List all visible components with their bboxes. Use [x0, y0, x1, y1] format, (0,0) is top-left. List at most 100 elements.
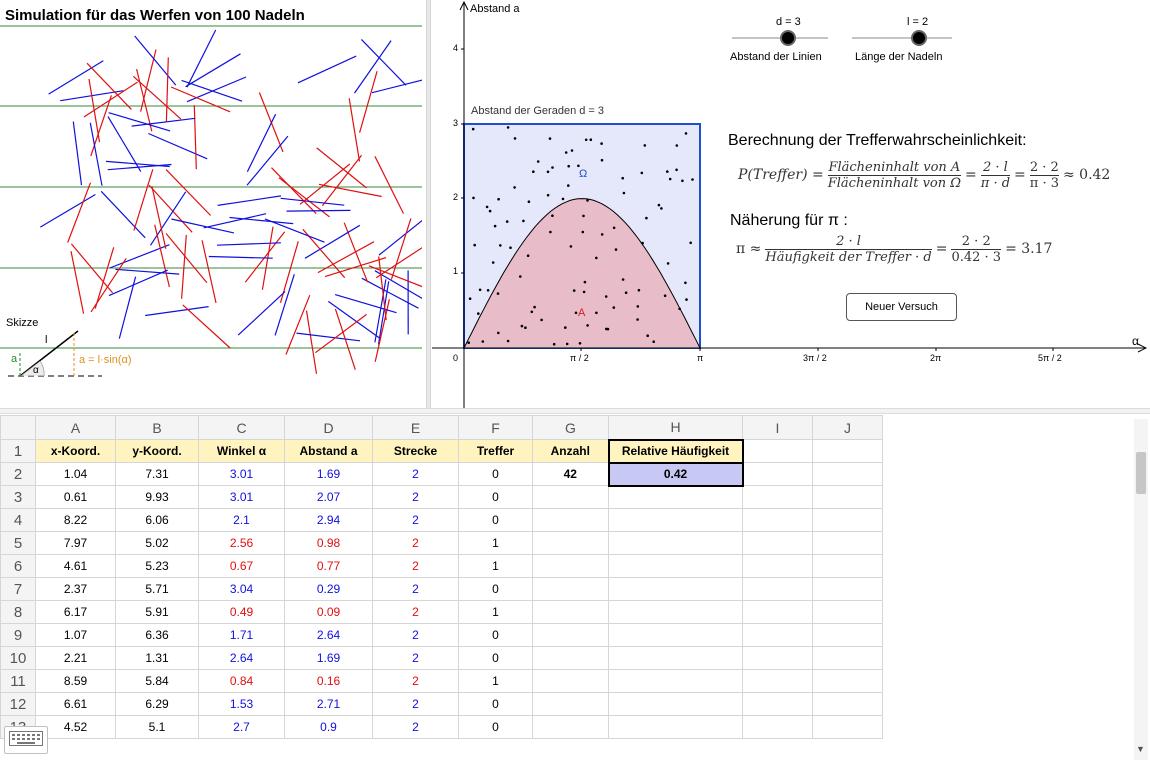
cell-length[interactable]: 2	[372, 715, 459, 739]
cell-relative-frequency[interactable]	[608, 577, 743, 601]
cell-relative-frequency[interactable]	[608, 485, 743, 509]
cell-y[interactable]: 6.06	[115, 508, 199, 532]
cell-distance[interactable]: 1.69	[284, 646, 373, 670]
cell-g1[interactable]: Anzahl	[532, 439, 609, 463]
cell-distance[interactable]: 0.77	[284, 554, 373, 578]
row-header[interactable]: 10	[0, 646, 36, 670]
row-header[interactable]: 8	[0, 600, 36, 624]
graphics-view[interactable]: Abstand a α 1 2 3 4 0 π / 2 π 3π / 2 2π …	[432, 0, 1150, 408]
cell-j[interactable]	[812, 531, 883, 555]
col-header-f[interactable]: F	[458, 415, 533, 440]
cell-j[interactable]	[812, 692, 883, 716]
cell-x[interactable]: 2.21	[35, 646, 116, 670]
cell-a1[interactable]: x-Koord.	[35, 439, 116, 463]
cell-angle[interactable]: 3.01	[198, 462, 285, 486]
cell-i[interactable]	[742, 623, 813, 647]
cell-c1[interactable]: Winkel α	[198, 439, 285, 463]
cell-y[interactable]: 9.93	[115, 485, 199, 509]
cell-hit[interactable]: 0	[458, 462, 533, 486]
cell-x[interactable]: 6.61	[35, 692, 116, 716]
cell-hit[interactable]: 1	[458, 531, 533, 555]
cell-relative-frequency[interactable]	[608, 646, 743, 670]
cell-hit[interactable]: 0	[458, 646, 533, 670]
cell-i[interactable]	[742, 646, 813, 670]
cell-y[interactable]: 5.02	[115, 531, 199, 555]
cell-hit[interactable]: 1	[458, 554, 533, 578]
cell-count[interactable]	[532, 485, 609, 509]
cell-i[interactable]	[742, 692, 813, 716]
cell-j[interactable]	[812, 669, 883, 693]
cell-i[interactable]	[742, 715, 813, 739]
cell-distance[interactable]: 2.94	[284, 508, 373, 532]
cell-x[interactable]: 1.07	[35, 623, 116, 647]
cell-relative-frequency[interactable]	[608, 531, 743, 555]
cell-relative-frequency[interactable]	[608, 623, 743, 647]
cell-length[interactable]: 2	[372, 577, 459, 601]
cell-relative-frequency[interactable]	[608, 600, 743, 624]
col-header-e[interactable]: E	[372, 415, 459, 440]
corner-cell[interactable]	[0, 415, 36, 440]
cell-distance[interactable]: 0.98	[284, 531, 373, 555]
cell-count[interactable]	[532, 531, 609, 555]
cell-i[interactable]	[742, 462, 813, 486]
cell-angle[interactable]: 0.49	[198, 600, 285, 624]
col-header-i[interactable]: I	[742, 415, 813, 440]
needle-simulation-panel[interactable]: Simulation für das Werfen von 100 Nadeln…	[0, 0, 435, 408]
cell-i[interactable]	[742, 554, 813, 578]
cell-i[interactable]	[742, 669, 813, 693]
cell-count[interactable]	[532, 577, 609, 601]
cell-j[interactable]	[812, 485, 883, 509]
cell-angle[interactable]: 3.04	[198, 577, 285, 601]
new-attempt-button[interactable]: Neuer Versuch	[846, 293, 957, 321]
cell-length[interactable]: 2	[372, 508, 459, 532]
col-header-d[interactable]: D	[284, 415, 373, 440]
graph-canvas[interactable]	[432, 0, 1150, 408]
cell-y[interactable]: 5.1	[115, 715, 199, 739]
cell-x[interactable]: 4.61	[35, 554, 116, 578]
cell-relative-frequency[interactable]: 0.42	[607, 461, 744, 487]
cell-count[interactable]	[532, 600, 609, 624]
cell-hit[interactable]: 0	[458, 623, 533, 647]
cell-j[interactable]	[812, 508, 883, 532]
row-header[interactable]: 12	[0, 692, 36, 716]
horizontal-splitter[interactable]	[0, 408, 1150, 414]
cell-i[interactable]	[742, 485, 813, 509]
scroll-down-icon[interactable]: ▼	[1136, 744, 1145, 754]
cell-relative-frequency[interactable]	[608, 554, 743, 578]
cell-angle[interactable]: 2.7	[198, 715, 285, 739]
cell-relative-frequency[interactable]	[608, 669, 743, 693]
col-header-j[interactable]: J	[812, 415, 883, 440]
cell-hit[interactable]: 0	[458, 692, 533, 716]
cell-count[interactable]	[532, 508, 609, 532]
cell-count[interactable]	[532, 623, 609, 647]
scrollbar-thumb[interactable]	[1136, 452, 1146, 494]
cell-angle[interactable]: 2.64	[198, 646, 285, 670]
cell-y[interactable]: 6.36	[115, 623, 199, 647]
cell-hit[interactable]: 0	[458, 508, 533, 532]
cell-j[interactable]	[812, 554, 883, 578]
cell-length[interactable]: 2	[372, 646, 459, 670]
cell-distance[interactable]: 0.09	[284, 600, 373, 624]
cell-length[interactable]: 2	[372, 462, 459, 486]
cell-x[interactable]: 8.59	[35, 669, 116, 693]
cell-x[interactable]: 7.97	[35, 531, 116, 555]
col-header-c[interactable]: C	[198, 415, 285, 440]
cell-angle[interactable]: 1.71	[198, 623, 285, 647]
cell-relative-frequency[interactable]	[608, 508, 743, 532]
cell-length[interactable]: 2	[372, 600, 459, 624]
cell-hit[interactable]: 0	[458, 485, 533, 509]
spreadsheet[interactable]: A B C D E F G H I J 1 x-Koord. y-Koord. …	[0, 415, 1150, 760]
cell-distance[interactable]: 2.07	[284, 485, 373, 509]
cell-length[interactable]: 2	[372, 554, 459, 578]
cell-j[interactable]	[812, 715, 883, 739]
cell-i[interactable]	[742, 577, 813, 601]
keyboard-icon[interactable]	[4, 726, 48, 754]
col-header-a[interactable]: A	[35, 415, 116, 440]
cell-hit[interactable]: 1	[458, 669, 533, 693]
row-header[interactable]: 3	[0, 485, 36, 509]
cell-y[interactable]: 5.71	[115, 577, 199, 601]
cell-b1[interactable]: y-Koord.	[115, 439, 199, 463]
cell-y[interactable]: 7.31	[115, 462, 199, 486]
cell-distance[interactable]: 2.64	[284, 623, 373, 647]
cell-length[interactable]: 2	[372, 531, 459, 555]
